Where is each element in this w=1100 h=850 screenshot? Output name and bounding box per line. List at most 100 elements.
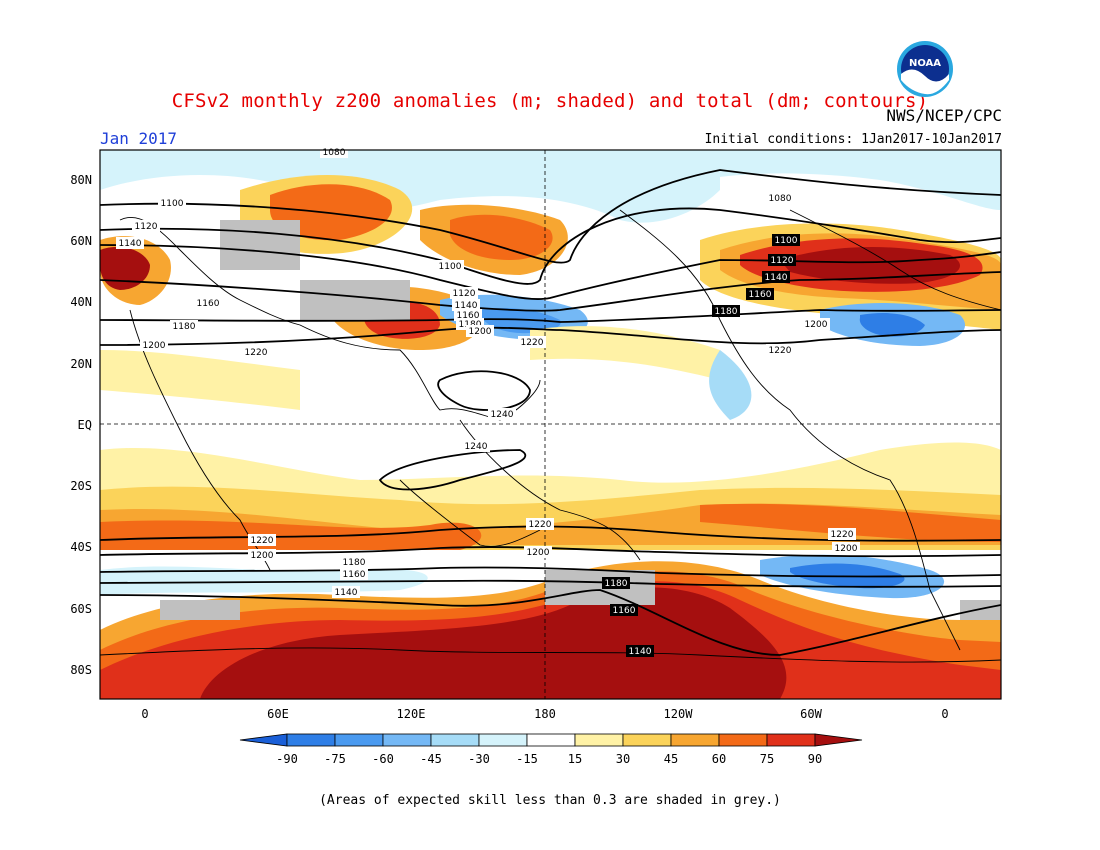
lat-label: 40S (70, 540, 92, 554)
svg-text:1200: 1200 (527, 548, 550, 558)
lon-label: 0 (941, 707, 948, 721)
lat-label: 20S (70, 479, 92, 493)
lon-label: 180 (534, 707, 556, 721)
agency-label: NWS/NCEP/CPC (886, 106, 1002, 125)
contour-label-1200: 1200 (802, 318, 830, 330)
contour-label-1220: 1220 (526, 518, 554, 530)
color-scale-tick-label: 15 (568, 752, 582, 766)
color-scale-tick-label: 90 (808, 752, 822, 766)
contour-label-1080: 1080 (320, 146, 348, 158)
svg-text:1200: 1200 (251, 551, 274, 561)
color-scale-cell (574, 733, 624, 747)
svg-text:1120: 1120 (135, 222, 158, 232)
contour-label-1220: 1220 (242, 346, 270, 358)
lon-label: 120E (397, 707, 426, 721)
svg-text:1100: 1100 (775, 236, 798, 246)
color-scale-tick-label: -45 (420, 752, 442, 766)
svg-text:1220: 1220 (521, 338, 544, 348)
color-scale-tick-label: -15 (516, 752, 538, 766)
height-contours (100, 169, 1001, 656)
contour-label-1180: 1180 (602, 577, 630, 589)
color-scale-tick-label: 75 (760, 752, 774, 766)
svg-text:1140: 1140 (629, 647, 652, 657)
color-scale-min-arrow (239, 733, 288, 747)
contour-label-1160: 1160 (746, 288, 774, 300)
lat-label: 60S (70, 602, 92, 616)
svg-text:1140: 1140 (119, 239, 142, 249)
contour-label-1140: 1140 (332, 586, 360, 598)
svg-text:1220: 1220 (245, 348, 268, 358)
svg-text:1160: 1160 (749, 290, 772, 300)
svg-text:1140: 1140 (765, 273, 788, 283)
svg-text:1100: 1100 (161, 199, 184, 209)
svg-text:1220: 1220 (529, 520, 552, 530)
contour-label-1160: 1160 (194, 297, 222, 309)
svg-text:1240: 1240 (465, 442, 488, 452)
svg-text:1120: 1120 (453, 289, 476, 299)
map-title: CFSv2 monthly z200 anomalies (m; shaded)… (171, 90, 929, 112)
color-scale-ticks: -90 -75 -60 -45 -30 -15 15 30 45 60 75 90 (276, 752, 822, 766)
contour-label-1220: 1220 (248, 534, 276, 546)
contour-label-1220: 1220 (766, 344, 794, 356)
svg-text:1180: 1180 (173, 322, 196, 332)
svg-text:1140: 1140 (455, 301, 478, 311)
contour-label-1100: 1100 (158, 197, 186, 209)
contour-label-1240: 1240 (462, 440, 490, 452)
contour-label-1200: 1200 (524, 546, 552, 558)
color-scale-cell (430, 733, 480, 747)
svg-text:1200: 1200 (835, 544, 858, 554)
map-frame (99, 149, 1002, 700)
color-scale-cell (526, 733, 576, 747)
lon-label: 60W (800, 707, 822, 721)
svg-text:1080: 1080 (323, 148, 346, 158)
contour-label-1080: 1080 (766, 192, 794, 204)
noaa-logo-text: NOAA (909, 58, 941, 69)
contour-label-1140: 1140 (762, 271, 790, 283)
color-scale-cell (622, 733, 672, 747)
color-scale-max-arrow (814, 733, 863, 747)
lat-label: EQ (78, 418, 92, 432)
svg-text:1100: 1100 (439, 262, 462, 272)
color-scale-bar: -90 -75 -60 -45 -30 -15 15 30 45 60 75 90 (239, 733, 863, 766)
svg-text:1180: 1180 (605, 579, 628, 589)
coastlines (100, 209, 1001, 663)
lat-label: 20N (70, 357, 92, 371)
svg-text:1220: 1220 (769, 346, 792, 356)
svg-text:1120: 1120 (771, 256, 794, 266)
svg-text:1180: 1180 (715, 307, 738, 317)
contour-label-1200: 1200 (466, 325, 494, 337)
contour-label-1200: 1200 (248, 549, 276, 561)
color-scale-tick-label: 45 (664, 752, 678, 766)
svg-text:1160: 1160 (197, 299, 220, 309)
contour-label-1140: 1140 (452, 299, 480, 311)
contour-label-1240: 1240 (488, 408, 516, 420)
anomaly-map: 1080 1080 1100 1100 1100 1120 1120 1120 … (70, 146, 1002, 721)
noaa-logo: NOAA (897, 41, 953, 97)
color-scale-cells (239, 733, 863, 747)
contour-label-1120: 1120 (450, 287, 478, 299)
lon-label: 60E (267, 707, 289, 721)
contour-label-1180: 1180 (712, 305, 740, 317)
svg-text:1180: 1180 (343, 558, 366, 568)
lat-label: 40N (70, 295, 92, 309)
color-scale-tick-label: 60 (712, 752, 726, 766)
svg-text:1080: 1080 (769, 194, 792, 204)
contour-label-1200: 1200 (140, 339, 168, 351)
lon-label: 120W (664, 707, 694, 721)
color-scale-tick-label: -90 (276, 752, 298, 766)
initial-conditions-label: Initial conditions: 1Jan2017-10Jan2017 (704, 132, 1002, 147)
contour-label-1160: 1160 (610, 604, 638, 616)
contour-label-1120: 1120 (132, 220, 160, 232)
contour-label-1220: 1220 (518, 336, 546, 348)
color-scale-cell (478, 733, 528, 747)
svg-text:1200: 1200 (143, 341, 166, 351)
svg-text:1200: 1200 (805, 320, 828, 330)
contour-label-1200: 1200 (832, 542, 860, 554)
svg-text:1140: 1140 (335, 588, 358, 598)
month-label: Jan 2017 (100, 129, 178, 148)
color-scale-cell (718, 733, 768, 747)
contour-label-1180: 1180 (340, 556, 368, 568)
contour-label-1140: 1140 (116, 237, 144, 249)
svg-text:1160: 1160 (613, 606, 636, 616)
lon-label: 0 (141, 707, 148, 721)
